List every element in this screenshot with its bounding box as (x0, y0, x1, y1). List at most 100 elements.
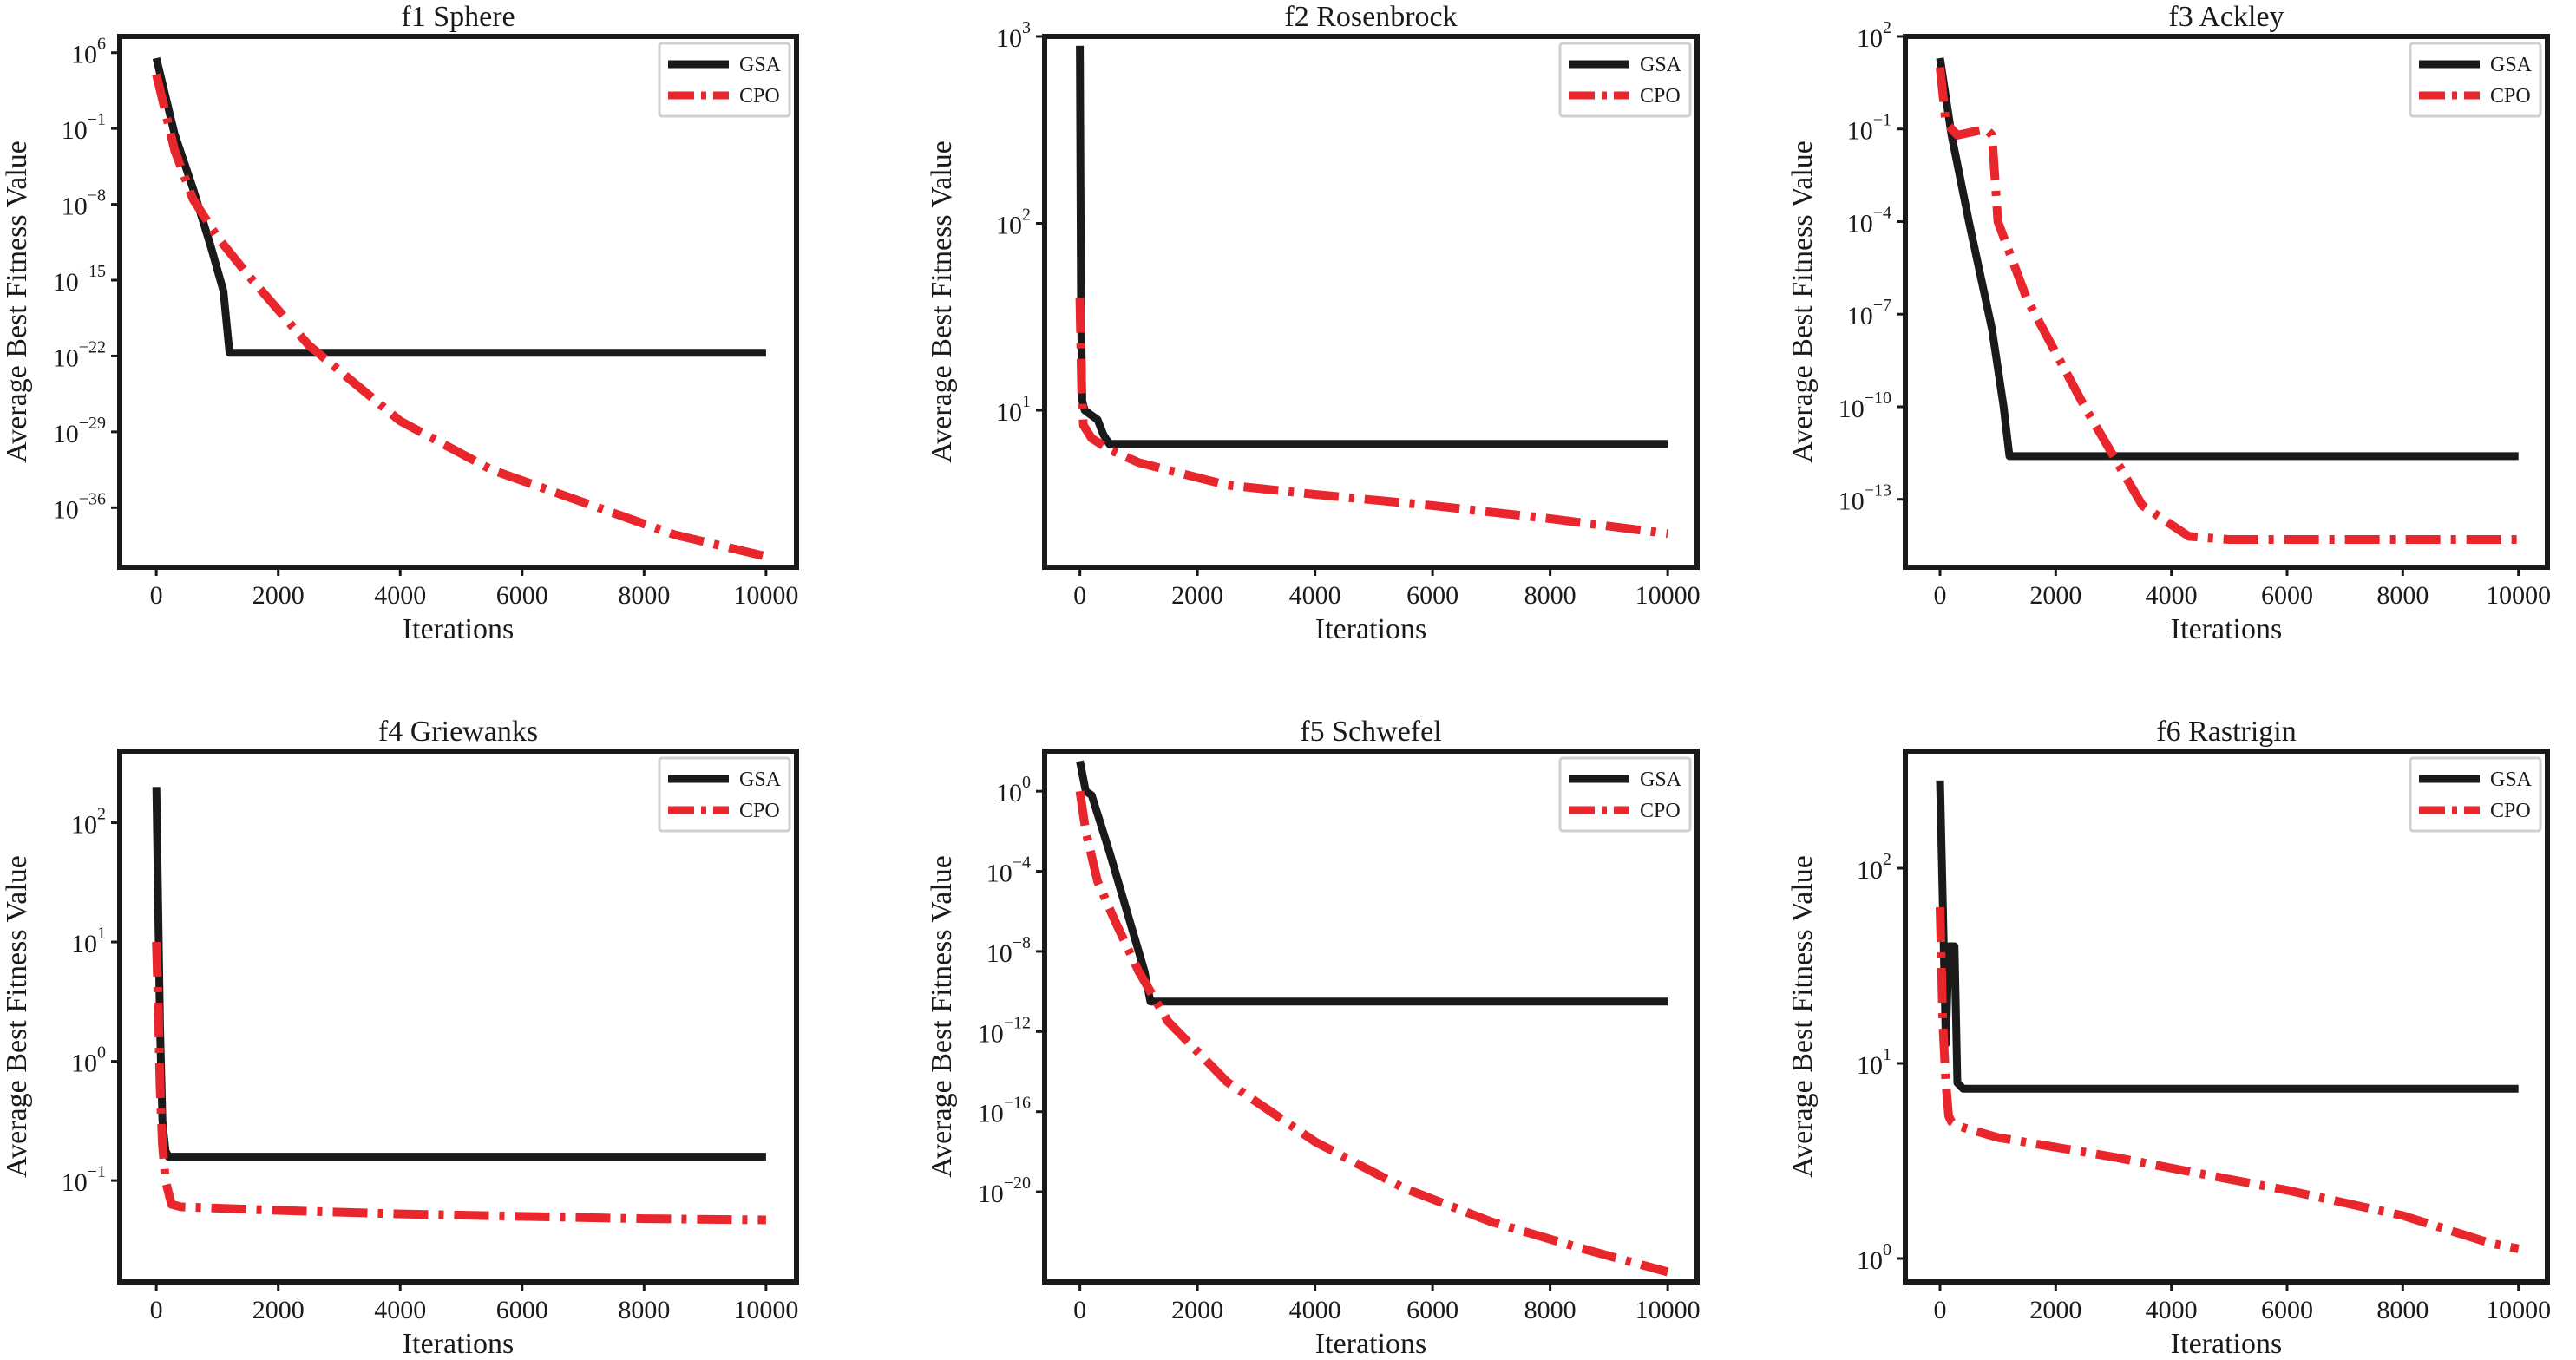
y-tick-base: 10 (53, 495, 79, 524)
y-tick-label: 10−1 (1847, 111, 1891, 146)
x-tick-label: 0 (1073, 581, 1086, 610)
y-tick-base: 10 (978, 1100, 1004, 1128)
legend-label-cpo: CPO (739, 85, 780, 108)
x-tick-label: 0 (150, 1296, 163, 1324)
y-tick-exponent: −12 (1004, 1013, 1031, 1032)
x-tick-label: 10000 (1635, 1296, 1701, 1324)
y-axis-label: Average Best Fitness Value (926, 855, 958, 1178)
y-tick-exponent: 2 (1022, 205, 1031, 224)
y-tick-label: 10−4 (986, 853, 1031, 888)
y-tick-label: 10−13 (1839, 481, 1891, 516)
series-group (1075, 760, 1669, 1277)
y-tick-exponent: 1 (1883, 1045, 1891, 1064)
x-tick-label: 8000 (618, 581, 670, 610)
y-tick-exponent: −36 (79, 489, 106, 508)
x-tick-label: 4000 (374, 581, 426, 610)
y-tick-label: 10−20 (978, 1174, 1031, 1208)
legend-label-gsa: GSA (2490, 54, 2533, 76)
series-group (152, 56, 768, 561)
y-tick-exponent: −13 (1865, 481, 1891, 500)
y-tick-exponent: −1 (1873, 111, 1891, 130)
x-tick-label: 4000 (2146, 581, 2198, 610)
series-group (152, 787, 766, 1225)
y-tick-exponent: −15 (79, 262, 106, 281)
chart-title: f5 Schwefel (1300, 716, 1441, 748)
y-tick-base: 10 (53, 420, 79, 448)
legend: GSA CPO (1558, 756, 1692, 833)
x-tick-label: 4000 (1289, 1296, 1341, 1324)
legend: GSA CPO (2409, 42, 2542, 118)
x-tick-label: 0 (150, 581, 163, 610)
y-tick-base: 10 (71, 41, 97, 69)
y-tick-exponent: −8 (88, 186, 106, 206)
y-tick-exponent: 0 (97, 1043, 106, 1062)
y-tick-label: 100 (996, 773, 1031, 808)
y-tick-label: 101 (1857, 1045, 1891, 1080)
legend-label-gsa: GSA (739, 54, 782, 76)
y-tick-base: 10 (996, 24, 1022, 53)
legend-label-gsa: GSA (739, 768, 782, 791)
x-tick-label: 2000 (1171, 1296, 1223, 1324)
y-tick-base: 10 (62, 193, 88, 221)
legend-label-cpo: CPO (1640, 85, 1681, 108)
x-tick-label: 2000 (252, 581, 305, 610)
x-axis-label: Iterations (2171, 1328, 2282, 1360)
x-tick-label: 2000 (1171, 581, 1223, 610)
x-tick-label: 6000 (1406, 581, 1458, 610)
y-tick-base: 10 (986, 939, 1013, 968)
x-axis-label: Iterations (403, 1328, 514, 1360)
x-tick-label: 8000 (1524, 581, 1576, 610)
y-axis-label: Average Best Fitness Value (1, 141, 33, 463)
x-tick-label: 6000 (1406, 1296, 1458, 1324)
y-tick-exponent: −7 (1873, 296, 1891, 315)
x-tick-label: 10000 (2486, 1296, 2551, 1324)
y-tick-label: 100 (1857, 1240, 1891, 1275)
series-group (1075, 45, 1668, 539)
y-tick-base: 10 (996, 211, 1022, 239)
y-tick-exponent: −8 (1013, 933, 1031, 952)
y-tick-exponent: −4 (1013, 853, 1031, 873)
y-tick-exponent: 6 (97, 35, 106, 54)
y-axis-label: Average Best Fitness Value (1786, 141, 1819, 463)
x-axis-label: Iterations (2171, 613, 2282, 645)
y-tick-exponent: 0 (1883, 1240, 1891, 1259)
chart-title: f1 Sphere (401, 1, 515, 33)
series-group (1936, 57, 2519, 544)
legend-label-gsa: GSA (1640, 768, 1682, 791)
y-tick-label: 10−12 (978, 1013, 1031, 1048)
x-tick-label: 2000 (252, 1296, 305, 1324)
legend-label-cpo: CPO (739, 800, 780, 822)
x-tick-label: 6000 (2261, 581, 2313, 610)
series-line-gsa (152, 787, 766, 1161)
y-tick-exponent: −1 (88, 110, 106, 129)
y-tick-label: 103 (996, 18, 1031, 53)
y-tick-label: 10−8 (986, 933, 1031, 968)
y-tick-base: 10 (1839, 395, 1865, 423)
y-tick-label: 102 (1857, 850, 1891, 885)
y-tick-exponent: −16 (1004, 1094, 1031, 1113)
x-tick-label: 8000 (2376, 1296, 2429, 1324)
y-tick-base: 10 (986, 860, 1013, 888)
y-tick-label: 10−22 (53, 337, 106, 372)
y-tick-base: 10 (1847, 302, 1873, 330)
y-tick-exponent: 2 (1883, 850, 1891, 869)
plot-frame (1042, 34, 1700, 570)
y-tick-label: 10−4 (1847, 203, 1891, 238)
y-tick-base: 10 (71, 1049, 97, 1078)
legend: GSA CPO (1558, 42, 1692, 118)
y-tick-label: 10−10 (1839, 389, 1891, 423)
y-axis-label: Average Best Fitness Value (1786, 855, 1819, 1178)
y-tick-label: 102 (71, 805, 106, 840)
y-tick-label: 106 (71, 35, 106, 69)
series-line-cpo (152, 73, 768, 561)
legend: GSA CPO (2409, 756, 2542, 833)
series-line-gsa (1076, 760, 1668, 1006)
y-tick-base: 10 (978, 1019, 1004, 1048)
series-line-cpo (1936, 67, 2519, 544)
y-tick-base: 10 (1857, 856, 1883, 885)
x-tick-label: 8000 (1524, 1296, 1576, 1324)
chart-title: f4 Griewanks (378, 716, 538, 748)
y-tick-label: 10−1 (62, 1162, 106, 1197)
